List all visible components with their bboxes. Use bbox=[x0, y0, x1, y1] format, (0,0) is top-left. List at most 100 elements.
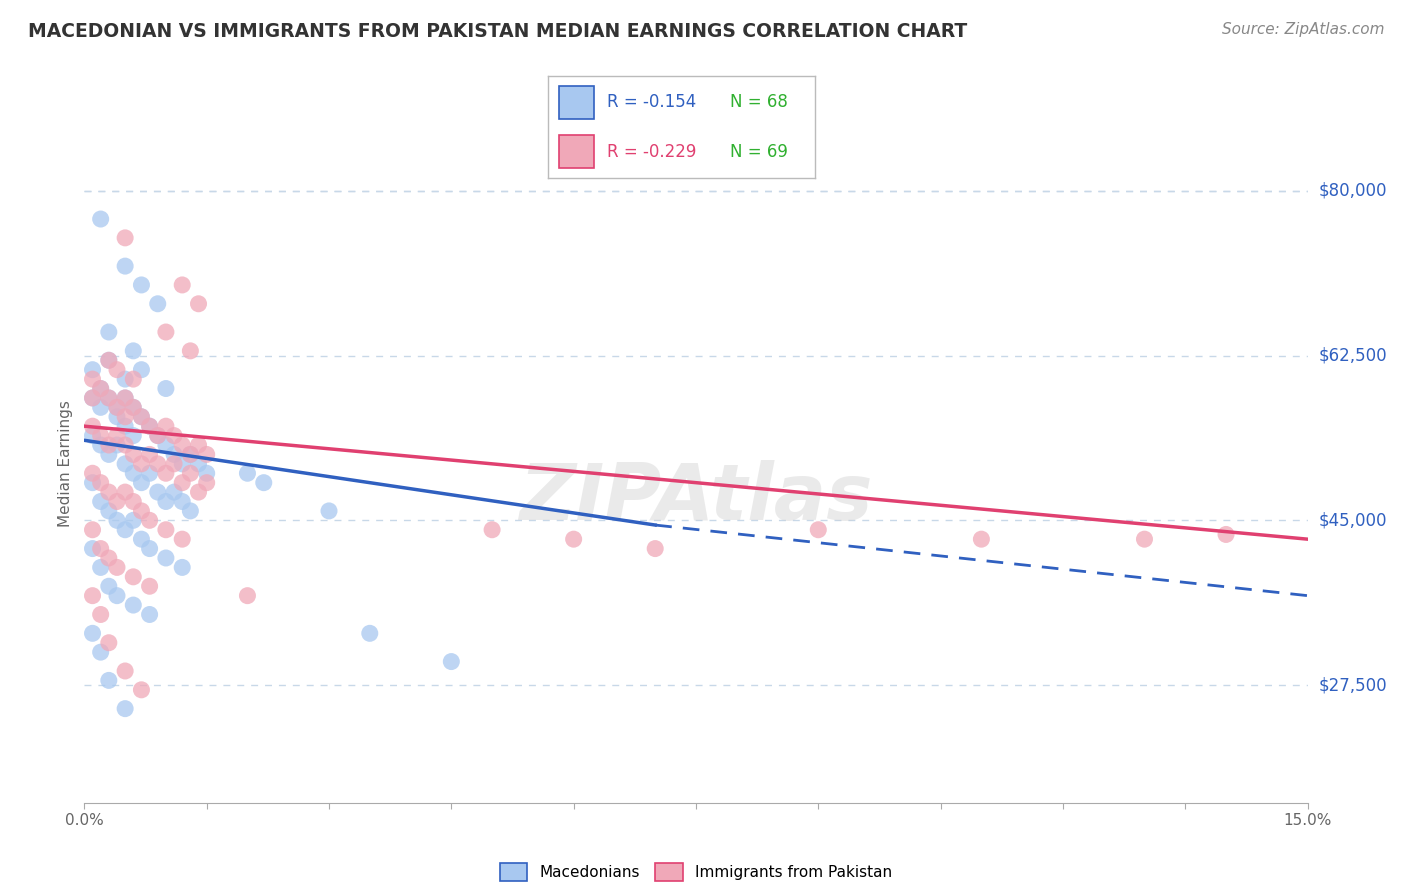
Point bbox=[131, 504, 153, 518]
Point bbox=[970, 532, 993, 546]
Point bbox=[122, 598, 145, 612]
Point bbox=[163, 485, 186, 500]
Point bbox=[97, 504, 120, 518]
Point bbox=[105, 401, 128, 415]
Point bbox=[172, 560, 194, 574]
Text: N = 68: N = 68 bbox=[730, 94, 787, 112]
Point bbox=[318, 504, 340, 518]
Point bbox=[82, 541, 104, 556]
Point bbox=[187, 485, 209, 500]
Point bbox=[105, 589, 128, 603]
Point bbox=[114, 438, 136, 452]
Point bbox=[195, 467, 218, 481]
Point bbox=[114, 409, 136, 424]
Point bbox=[90, 494, 112, 508]
Point bbox=[114, 664, 136, 678]
Point bbox=[172, 494, 194, 508]
Point bbox=[114, 372, 136, 386]
Point bbox=[172, 475, 194, 490]
Y-axis label: Median Earnings: Median Earnings bbox=[58, 401, 73, 527]
Point bbox=[179, 447, 201, 461]
Point bbox=[179, 343, 201, 358]
Point bbox=[163, 447, 186, 461]
Point bbox=[97, 353, 120, 368]
Legend: Macedonians, Immigrants from Pakistan: Macedonians, Immigrants from Pakistan bbox=[494, 857, 898, 887]
Point bbox=[138, 513, 160, 527]
Point bbox=[105, 560, 128, 574]
Point bbox=[146, 485, 169, 500]
Point bbox=[90, 401, 112, 415]
Point bbox=[114, 391, 136, 405]
Point bbox=[114, 485, 136, 500]
Point bbox=[155, 438, 177, 452]
Point bbox=[163, 428, 186, 442]
Point bbox=[138, 541, 160, 556]
Point bbox=[172, 277, 194, 292]
Point bbox=[146, 428, 169, 442]
Point bbox=[155, 419, 177, 434]
Point bbox=[90, 645, 112, 659]
Point bbox=[195, 475, 218, 490]
Point bbox=[146, 297, 169, 311]
Point bbox=[131, 457, 153, 471]
Point bbox=[131, 475, 153, 490]
Point bbox=[179, 467, 201, 481]
Point bbox=[131, 277, 153, 292]
Point bbox=[1133, 532, 1156, 546]
Point bbox=[82, 362, 104, 376]
Point bbox=[236, 589, 259, 603]
Point bbox=[122, 570, 145, 584]
Point bbox=[97, 485, 120, 500]
Point bbox=[114, 419, 136, 434]
Point bbox=[114, 391, 136, 405]
Point bbox=[122, 447, 145, 461]
Point bbox=[138, 419, 160, 434]
Point bbox=[82, 372, 104, 386]
Point bbox=[440, 655, 463, 669]
Point bbox=[138, 579, 160, 593]
Point bbox=[97, 325, 120, 339]
Point bbox=[122, 343, 145, 358]
Point bbox=[187, 297, 209, 311]
Point bbox=[131, 409, 153, 424]
Point bbox=[105, 494, 128, 508]
Point bbox=[82, 467, 104, 481]
Text: $45,000: $45,000 bbox=[1319, 511, 1388, 529]
Point bbox=[90, 382, 112, 396]
Point bbox=[155, 494, 177, 508]
Point bbox=[236, 467, 259, 481]
Text: $62,500: $62,500 bbox=[1319, 347, 1388, 365]
Text: N = 69: N = 69 bbox=[730, 143, 787, 161]
Point bbox=[187, 457, 209, 471]
Point bbox=[82, 428, 104, 442]
Text: $80,000: $80,000 bbox=[1319, 182, 1388, 200]
Point bbox=[97, 636, 120, 650]
Point bbox=[359, 626, 381, 640]
Point bbox=[562, 532, 585, 546]
Point bbox=[82, 589, 104, 603]
Point bbox=[105, 428, 128, 442]
Point bbox=[155, 325, 177, 339]
Point bbox=[195, 447, 218, 461]
Point bbox=[155, 551, 177, 566]
Point bbox=[90, 475, 112, 490]
Point bbox=[122, 428, 145, 442]
Point bbox=[253, 475, 276, 490]
Point bbox=[90, 428, 112, 442]
Point bbox=[807, 523, 830, 537]
Point bbox=[179, 504, 201, 518]
Point bbox=[172, 457, 194, 471]
Point bbox=[138, 607, 160, 622]
Point bbox=[155, 523, 177, 537]
Point bbox=[114, 457, 136, 471]
Point bbox=[122, 401, 145, 415]
Point bbox=[644, 541, 666, 556]
Bar bbox=[560, 87, 593, 119]
Point bbox=[172, 532, 194, 546]
Point bbox=[105, 513, 128, 527]
Point bbox=[82, 391, 104, 405]
Text: R = -0.229: R = -0.229 bbox=[607, 143, 696, 161]
Point bbox=[82, 523, 104, 537]
Point bbox=[97, 353, 120, 368]
Point bbox=[131, 682, 153, 697]
